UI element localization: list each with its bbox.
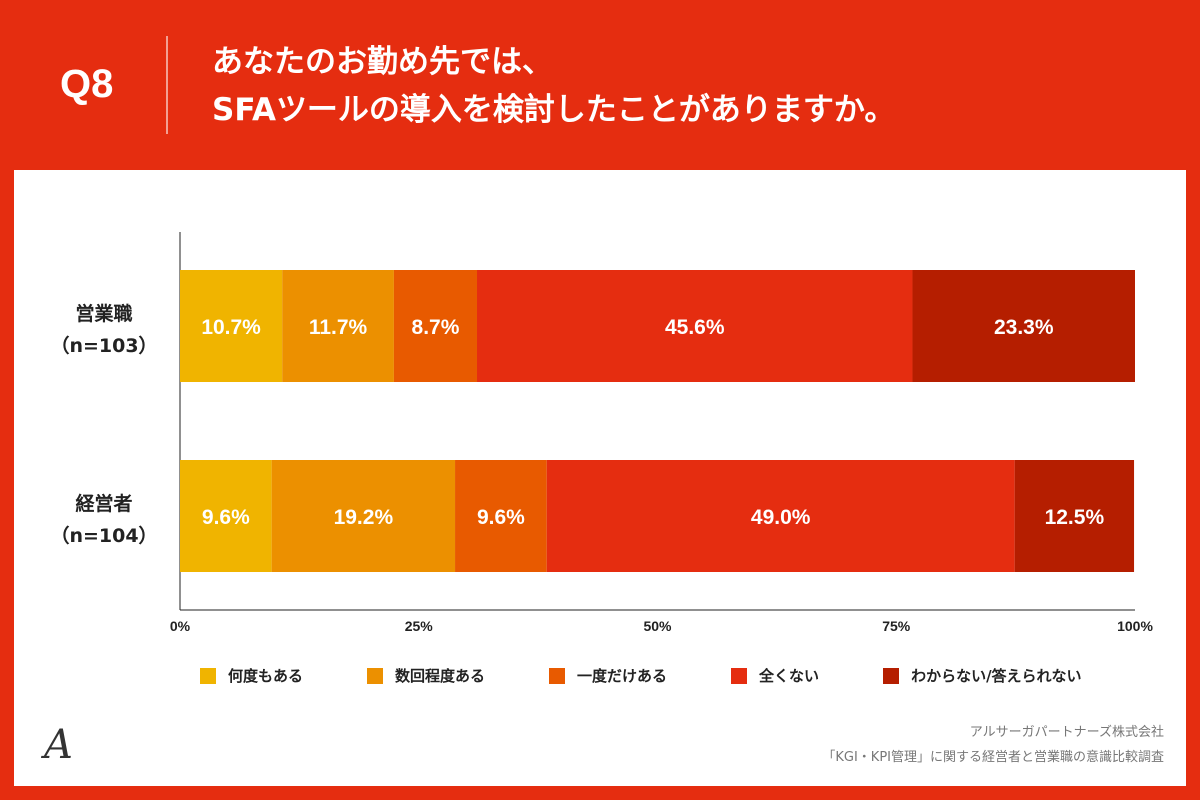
- question-line-2: SFAツールの導入を検討したことがありますか。: [212, 92, 896, 128]
- bar-segment-1-3: [393, 270, 478, 382]
- data-label-1-3: 8.7%: [412, 316, 460, 339]
- bar-segment-2-2: [271, 460, 456, 572]
- header-divider: [166, 36, 168, 134]
- legend-swatch: [731, 667, 748, 684]
- legend-label: わからない/答えられない: [911, 667, 1082, 685]
- category-n-label: （n=103）: [50, 334, 157, 357]
- bar-segment-1-5: [912, 270, 1135, 382]
- data-label-1-1: 10.7%: [201, 316, 261, 339]
- legend-item-3: 一度だけある: [549, 665, 667, 686]
- bar-segment-2-4: [546, 460, 1015, 572]
- category-label: 営業職: [75, 302, 132, 325]
- x-tick-label: 75%: [882, 618, 911, 634]
- category-n-label: （n=104）: [50, 524, 157, 547]
- data-label-2-4: 49.0%: [751, 506, 811, 529]
- data-label-1-5: 23.3%: [994, 316, 1054, 339]
- bar-segment-1-4: [477, 270, 913, 382]
- chart-panel: 10.7% 11.7% 8.7% 45.6% 23.3% 営業職 （n=103） 9.6% 19…: [14, 170, 1186, 786]
- data-label-2-1: 9.6%: [202, 506, 250, 529]
- survey-title: 「KGI・KPI管理」に関する経営者と営業職の意識比較調査: [822, 750, 1164, 765]
- legend-swatch: [549, 667, 566, 684]
- credit-block: アルサーガパートナーズ株式会社 「KGI・KPI管理」に関する経営者と営業職の意…: [822, 720, 1164, 770]
- data-label-2-5: 12.5%: [1045, 506, 1105, 529]
- data-label-1-4: 45.6%: [665, 316, 725, 339]
- company-name: アルサーガパートナーズ株式会社: [969, 725, 1164, 740]
- legend-swatch: [883, 667, 900, 684]
- question-text: あなたのお勤め先では、 SFAツールの導入を検討したことがありますか。: [212, 38, 895, 134]
- category-label: 経営者: [75, 492, 132, 515]
- bar-segment-1-1: [180, 270, 283, 382]
- data-label-2-2: 19.2%: [334, 506, 394, 529]
- bar-segment-2-1: [180, 460, 272, 572]
- company-logo: A: [44, 722, 73, 768]
- chart-legend: 何度もある 数回程度ある 一度だけある 全くない わからない/答えられない: [200, 665, 1082, 686]
- legend-item-5: わからない/答えられない: [883, 665, 1082, 686]
- legend-label: 数回程度ある: [395, 667, 486, 685]
- legend-label: 何度もある: [228, 667, 304, 685]
- legend-item-1: 何度もある: [200, 665, 303, 686]
- legend-item-2: 数回程度ある: [367, 665, 485, 686]
- question-line-1: あなたのお勤め先では、: [212, 44, 553, 80]
- x-tick-label: 50%: [643, 618, 672, 634]
- header: Q8 あなたのお勤め先では、 SFAツールの導入を検討したことがありますか。: [0, 0, 1200, 170]
- legend-swatch: [367, 667, 384, 684]
- bar-segment-2-5: [1014, 460, 1135, 572]
- data-label-1-2: 11.7%: [309, 316, 368, 339]
- data-label-2-3: 9.6%: [477, 506, 525, 529]
- bar-segment-1-2: [282, 270, 394, 382]
- x-tick-label: 0%: [170, 618, 191, 634]
- x-tick-label: 25%: [405, 618, 434, 634]
- legend-item-4: 全くない: [731, 665, 819, 686]
- x-tick-label: 100%: [1117, 618, 1153, 634]
- bar-segment-2-3: [455, 460, 547, 572]
- stacked-bar-chart: 10.7% 11.7% 8.7% 45.6% 23.3% 営業職 （n=103） 9.6% 19…: [50, 232, 1153, 634]
- legend-label: 一度だけある: [577, 667, 668, 685]
- legend-label: 全くない: [759, 667, 820, 685]
- question-number: Q8: [60, 62, 114, 106]
- legend-swatch: [200, 667, 216, 684]
